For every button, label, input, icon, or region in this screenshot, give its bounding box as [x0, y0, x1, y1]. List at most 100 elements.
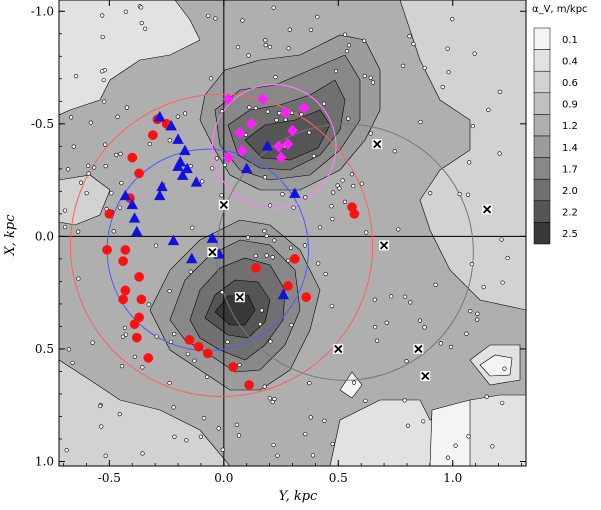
selection-circle [211, 84, 337, 209]
background-dot [172, 331, 177, 337]
background-dot [271, 5, 276, 10]
background-dot [286, 258, 291, 263]
contour-right-island-inner [479, 354, 513, 377]
background-dot [100, 13, 105, 18]
background-dot [237, 362, 242, 368]
contour-field [59, 0, 526, 466]
background-dot [448, 344, 454, 350]
background-dot [143, 26, 148, 31]
background-dot [225, 339, 230, 345]
magenta-diamond-marker [273, 140, 285, 153]
background-dot [184, 438, 189, 443]
background-dot [66, 347, 71, 352]
background-dot [246, 53, 251, 58]
background-dot [422, 65, 427, 71]
background-dot [497, 151, 502, 156]
background-dot [76, 229, 81, 234]
contour-low-left-top [59, 0, 201, 116]
background-dot [66, 167, 71, 172]
y-tick-label: 0.5 [35, 342, 54, 356]
red-circle-marker [143, 353, 154, 363]
background-dot [362, 38, 367, 43]
background-dot [289, 322, 294, 328]
background-dot [100, 34, 105, 40]
background-dot [120, 334, 125, 339]
background-dot [344, 49, 350, 54]
contour-small-island [339, 371, 363, 399]
red-circle-marker [289, 254, 300, 264]
background-dot [402, 294, 408, 299]
background-dot [146, 302, 151, 307]
background-dot [62, 208, 68, 213]
legend-swatch [533, 135, 551, 158]
background-dot [315, 14, 320, 20]
background-dot [245, 235, 251, 240]
cross-marker [219, 200, 228, 209]
background-dot [418, 119, 423, 125]
background-dot [440, 84, 445, 90]
background-dot [342, 32, 348, 37]
axes: -0.5 0.0 0.5 1.0 -1.0 -0.5 0.0 0.5 1.0 [31, 0, 526, 485]
background-dot [154, 334, 159, 339]
background-dot [404, 359, 409, 364]
color-legend: α_V, m/kpc 0.1 0.4 0.6 0.9 1.2 1.4 1.7 2.0 2.2 2.… [532, 4, 588, 245]
contour-lowest-bottom-right [429, 399, 471, 466]
blue-triangle-marker [119, 189, 132, 201]
background-dot [90, 340, 95, 345]
blue-triangle-marker [206, 232, 219, 243]
background-dot [329, 204, 334, 209]
background-dot [236, 433, 242, 438]
blue-triangle-marker [126, 198, 138, 210]
red-circle-marker [127, 152, 138, 163]
background-dot [74, 74, 79, 79]
background-dot [287, 27, 292, 32]
background-dot [368, 131, 373, 136]
background-dot [280, 192, 285, 197]
background-dot [253, 253, 258, 258]
background-dot [265, 109, 270, 114]
background-dot [445, 455, 451, 460]
background-dot [109, 191, 114, 196]
x-tick-label: 1.0 [443, 471, 462, 485]
legend-label: 0.6 [562, 78, 578, 89]
background-dot [445, 46, 450, 51]
background-dot [453, 443, 458, 448]
red-circle-marker [118, 294, 128, 305]
background-dot [349, 172, 354, 177]
background-dot [71, 144, 76, 149]
red-circle-marker [148, 130, 158, 140]
x-axis-title: Y, kpc [279, 489, 318, 504]
y-tick-label: -0.5 [31, 117, 54, 131]
background-dot [188, 269, 193, 274]
background-dot [205, 374, 210, 379]
background-dot [118, 151, 123, 156]
blue-triangle-marker [154, 189, 166, 201]
background-dot [235, 44, 241, 50]
background-dot [267, 203, 273, 208]
background-dot [346, 116, 351, 121]
y-tick-label: 0.0 [35, 229, 54, 243]
background-dot [468, 308, 473, 314]
background-dot [185, 351, 191, 357]
background-dot [407, 34, 412, 39]
red-circle-marker [202, 348, 213, 359]
background-dot [102, 99, 107, 104]
background-dot [78, 180, 84, 185]
blue-triangle-marker [241, 162, 253, 174]
background-dot [69, 115, 74, 120]
background-dot [469, 261, 474, 267]
blue-triangle-marker [261, 140, 274, 151]
background-dot [310, 453, 316, 458]
legend-label: 0.9 [562, 100, 578, 111]
blue-triangle-marker [190, 176, 203, 187]
background-dot [147, 141, 152, 147]
background-dot [258, 322, 263, 327]
background-dot [342, 199, 348, 204]
background-dot [138, 5, 144, 10]
background-dot [359, 181, 364, 186]
background-dot [267, 44, 273, 50]
background-dot [438, 341, 443, 346]
magenta-diamond-marker [257, 93, 269, 105]
background-dot [374, 338, 380, 343]
